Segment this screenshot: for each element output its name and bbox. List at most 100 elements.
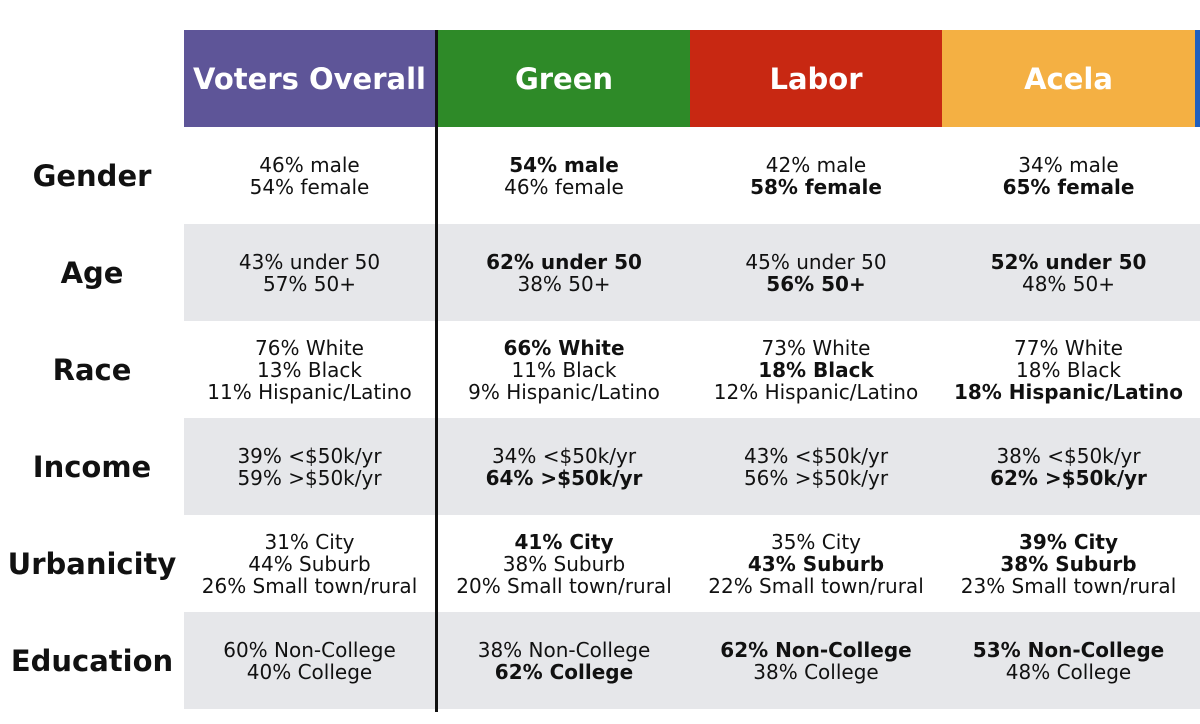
cell-line: 38% Suburb — [502, 551, 626, 576]
cell-overall: 60% Non-College 40% College — [184, 612, 435, 709]
cell-line: 9% Hispanic/Latino — [468, 379, 660, 404]
header-green: Green — [438, 30, 690, 127]
cell-labor: 45% under 50 56% 50+ — [690, 224, 942, 321]
row-label: Urbanicity — [7, 546, 177, 581]
cell-line: 44% Suburb — [248, 551, 371, 576]
cell-green: 34% <$50k/yr 64% >$50k/yr — [438, 418, 690, 515]
cell-overall: 46% male 54% female — [184, 127, 435, 224]
cell-labor: 42% male 58% female — [690, 127, 942, 224]
cell-line: 73% White — [761, 335, 871, 360]
header-edge-accent — [1195, 30, 1200, 127]
table-row-gender: Gender 46% male 54% female 54% male 46% … — [0, 127, 1200, 224]
cell-line: 18% Hispanic/Latino — [953, 379, 1184, 404]
cell-line: 62% Non-College — [720, 637, 912, 662]
cell-line: 38% Non-College — [477, 637, 651, 662]
cell-overall: 31% City 44% Suburb 26% Small town/rural — [184, 515, 435, 612]
cell-line: 31% City — [264, 529, 355, 554]
cell-line: 65% female — [1002, 174, 1135, 199]
cell-line: 35% City — [770, 529, 861, 554]
cell-acela: 39% City 38% Suburb 23% Small town/rural — [942, 515, 1195, 612]
cell-line: 39% <$50k/yr — [237, 443, 382, 468]
cell-overall: 39% <$50k/yr 59% >$50k/yr — [184, 418, 435, 515]
cell-acela: 52% under 50 48% 50+ — [942, 224, 1195, 321]
cell-line: 62% under 50 — [486, 249, 642, 274]
cell-line: 13% Black — [257, 357, 362, 382]
header-acela: Acela — [942, 30, 1195, 127]
cell-line: 12% Hispanic/Latino — [713, 379, 919, 404]
header-labor: Labor — [690, 30, 942, 127]
cell-line: 76% White — [255, 335, 364, 360]
cell-line: 20% Small town/rural — [456, 573, 672, 598]
cell-line: 66% White — [503, 335, 625, 360]
cell-line: 62% College — [494, 659, 634, 684]
cell-acela: 34% male 65% female — [942, 127, 1195, 224]
table-row-age: Age 43% under 50 57% 50+ 62% under 50 38… — [0, 224, 1200, 321]
cell-green: 62% under 50 38% 50+ — [438, 224, 690, 321]
cell-green: 54% male 46% female — [438, 127, 690, 224]
cell-line: 18% Black — [758, 357, 874, 382]
cell-line: 45% under 50 — [745, 249, 887, 274]
cell-line: 60% Non-College — [223, 637, 396, 662]
cell-line: 53% Non-College — [972, 637, 1165, 662]
cell-green: 41% City 38% Suburb 20% Small town/rural — [438, 515, 690, 612]
table-row-income: Income 39% <$50k/yr 59% >$50k/yr 34% <$5… — [0, 418, 1200, 515]
cell-line: 38% College — [753, 659, 879, 684]
cell-line: 40% College — [246, 659, 373, 684]
header-row: Voters Overall Green Labor Acela — [0, 30, 1200, 127]
table-row-urbanicity: Urbanicity 31% City 44% Suburb 26% Small… — [0, 515, 1200, 612]
cell-acela: 53% Non-College 48% College — [942, 612, 1195, 709]
cell-line: 43% under 50 — [238, 249, 381, 274]
row-label: Age — [60, 255, 124, 290]
cell-line: 57% 50+ — [262, 271, 357, 296]
cell-line: 43% <$50k/yr — [743, 443, 889, 468]
cell-line: 38% Suburb — [1000, 551, 1137, 576]
cell-line: 62% >$50k/yr — [990, 465, 1147, 490]
column-divider — [435, 30, 438, 712]
header-voters-overall: Voters Overall — [184, 30, 435, 127]
cell-line: 56% 50+ — [766, 271, 866, 296]
cell-green: 38% Non-College 62% College — [438, 612, 690, 709]
cell-green: 66% White 11% Black 9% Hispanic/Latino — [438, 321, 690, 418]
cell-labor: 62% Non-College 38% College — [690, 612, 942, 709]
cell-acela: 38% <$50k/yr 62% >$50k/yr — [942, 418, 1195, 515]
cell-line: 56% >$50k/yr — [743, 465, 889, 490]
cell-line: 54% male — [509, 152, 619, 177]
cell-line: 41% City — [514, 529, 614, 554]
cell-line: 11% Black — [511, 357, 617, 382]
cell-line: 48% College — [1005, 659, 1132, 684]
cell-line: 59% >$50k/yr — [237, 465, 382, 490]
cell-labor: 43% <$50k/yr 56% >$50k/yr — [690, 418, 942, 515]
cell-line: 42% male — [765, 152, 867, 177]
cell-line: 34% male — [1018, 152, 1119, 177]
cell-acela: 77% White 18% Black 18% Hispanic/Latino — [942, 321, 1195, 418]
cell-line: 64% >$50k/yr — [485, 465, 643, 490]
cell-line: 58% female — [750, 174, 882, 199]
cell-line: 52% under 50 — [990, 249, 1147, 274]
cell-line: 48% 50+ — [1021, 271, 1116, 296]
cell-line: 11% Hispanic/Latino — [207, 379, 412, 404]
cell-line: 26% Small town/rural — [201, 573, 418, 598]
row-label: Income — [32, 449, 152, 484]
cell-line: 22% Small town/rural — [708, 573, 924, 598]
cell-overall: 76% White 13% Black 11% Hispanic/Latino — [184, 321, 435, 418]
cell-line: 38% <$50k/yr — [996, 443, 1141, 468]
cell-line: 34% <$50k/yr — [491, 443, 637, 468]
table-row-race: Race 76% White 13% Black 11% Hispanic/La… — [0, 321, 1200, 418]
cell-line: 46% female — [504, 174, 624, 199]
cell-line: 54% female — [249, 174, 370, 199]
cell-line: 38% 50+ — [517, 271, 611, 296]
cell-overall: 43% under 50 57% 50+ — [184, 224, 435, 321]
row-label: Gender — [32, 158, 152, 193]
row-label: Education — [10, 643, 174, 678]
cell-line: 43% Suburb — [747, 551, 885, 576]
cell-labor: 73% White 18% Black 12% Hispanic/Latino — [690, 321, 942, 418]
cell-line: 77% White — [1014, 335, 1123, 360]
cell-line: 23% Small town/rural — [960, 573, 1177, 598]
cell-labor: 35% City 43% Suburb 22% Small town/rural — [690, 515, 942, 612]
table-row-education: Education 60% Non-College 40% College 38… — [0, 612, 1200, 709]
row-label: Race — [52, 352, 132, 387]
cell-line: 18% Black — [1016, 357, 1121, 382]
cell-line: 39% City — [1019, 529, 1118, 554]
cell-line: 46% male — [259, 152, 360, 177]
